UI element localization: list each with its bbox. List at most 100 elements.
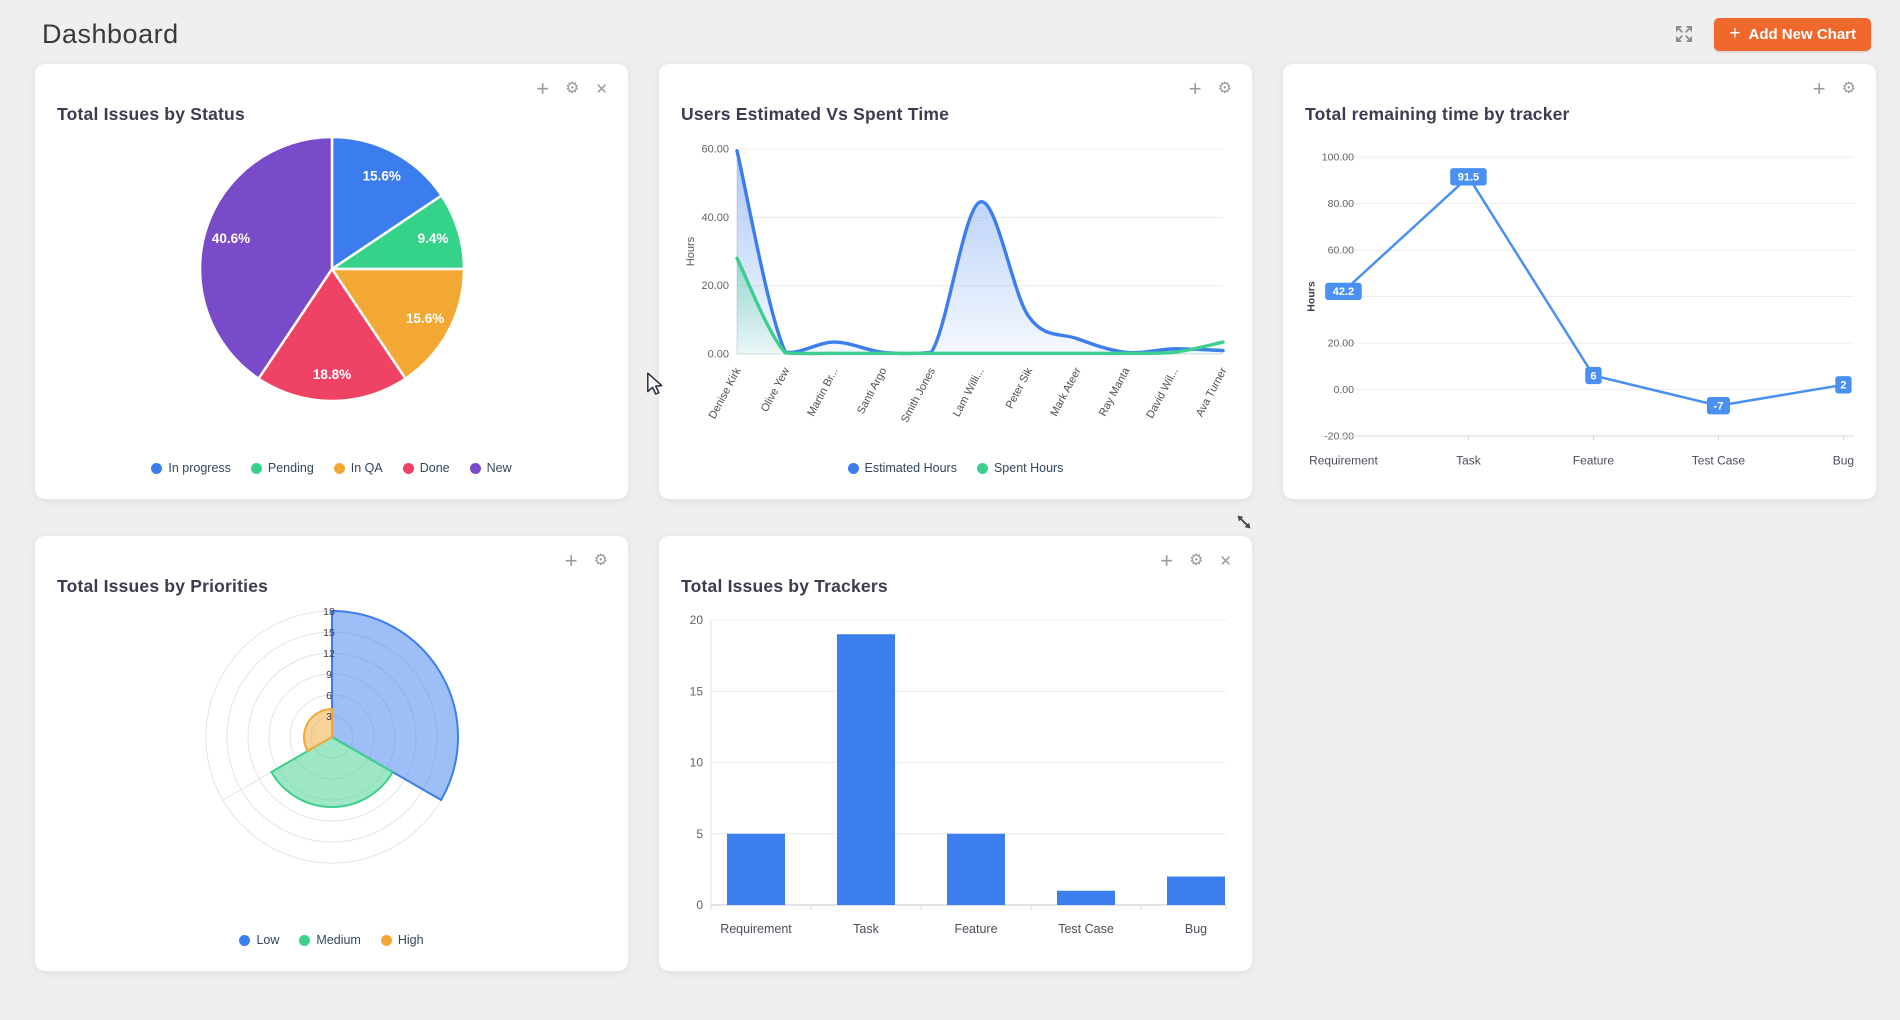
legend-item[interactable]: In progress [151,461,231,475]
legend-label: Spent Hours [993,461,1064,475]
bar[interactable] [727,833,785,905]
add-icon[interactable]: + [564,548,578,573]
r-tick-label: 3 [326,711,332,723]
legend-label: Medium [316,933,361,947]
gear-icon[interactable]: ⚙ [593,552,608,569]
x-tick-label: Feature [1573,454,1615,468]
point-label: 91.5 [1458,172,1480,184]
area-chart-estimated-vs-spent[interactable]: 0.00 20.00 40.00 60.00 Hours Denise Kirk Olive… [681,133,1230,451]
point-label: 6 [1590,370,1596,382]
add-icon[interactable]: + [536,76,550,101]
pie-slice[interactable] [327,193,466,271]
add-icon[interactable]: + [1188,76,1202,101]
y-tick-label: 0 [696,898,703,912]
add-new-chart-button[interactable]: + Add New Chart [1714,17,1871,51]
x-tick-label: Denise Kirk [707,365,744,421]
gear-icon[interactable]: ⚙ [1189,552,1204,569]
x-tick-label: Martin Br... [805,366,841,419]
legend-item[interactable]: Pending [250,461,314,475]
pie-chart-status[interactable]: 15.6% 9.4% 15.6% 18.8% 40.6% [57,133,606,405]
gear-icon[interactable]: ⚙ [1841,80,1856,97]
legend-item[interactable]: Estimated Hours [847,461,957,475]
bar[interactable] [1167,876,1225,906]
pie-slice-label: 15.6% [406,311,444,326]
x-tick-label: Olive Yew [759,366,792,414]
y-tick-label: 5 [696,827,703,841]
polar-sector[interactable] [270,735,394,808]
y-tick-label: 20.00 [1328,337,1355,349]
polar-sector[interactable] [331,609,459,802]
legend-item[interactable]: Spent Hours [976,461,1064,475]
resize-handle-icon[interactable] [1234,512,1254,532]
add-icon[interactable]: + [1812,76,1826,101]
legend-item[interactable]: Done [402,461,450,475]
bar-chart-trackers[interactable]: 0 5 10 15 20 Requirement Task Feature Test Case B… [681,605,1230,957]
x-tick-label: Mark Ateer [1048,365,1084,418]
legend-label: High [397,933,424,947]
plus-icon: + [1729,23,1741,44]
x-tick-label: Task [1456,454,1482,468]
y-tick-label: 60.00 [701,144,729,156]
point-label: 42.2 [1333,286,1355,298]
chart-legend: Low Medium High [57,933,606,957]
close-icon[interactable]: ✕ [1219,552,1232,570]
gear-icon[interactable]: ⚙ [565,80,580,97]
card-users-estimated-vs-spent: + ⚙ Users Estimated Vs Spent Time 0.00 20… [659,64,1252,499]
area-fill [737,150,1223,354]
chart-title: Users Estimated Vs Spent Time [681,104,950,124]
x-tick-label: Feature [954,922,997,936]
legend-dot-icon [299,934,311,946]
legend-dot-icon [847,462,859,474]
line-chart-remaining-time[interactable]: -20.000.0020.0040.0060.0080.00100.00Hour… [1305,133,1854,485]
r-tick-label: 12 [323,648,335,660]
y-tick-label: 15 [690,684,704,698]
legend-item[interactable]: New [469,461,512,475]
bar[interactable] [837,634,895,905]
legend-dot-icon [976,462,988,474]
point-label: 2 [1840,380,1846,392]
header: Dashboard + Add New Chart [0,0,1900,64]
y-tick-label: 10 [690,756,704,770]
y-tick-label: 40.00 [701,212,729,224]
x-tick-label: Bug [1185,922,1207,936]
pie-slice[interactable] [198,135,334,381]
y-tick-label: 20.00 [701,280,729,292]
point-label-box[interactable] [1835,376,1852,394]
legend-label: Done [419,461,450,475]
card-total-issues-by-status: + ⚙ ✕ Total Issues by Status 15.6% 9.4% 15… [35,64,628,499]
legend-item[interactable]: Low [239,933,279,947]
pie-slice[interactable] [256,266,408,403]
legend-item[interactable]: In QA [333,461,383,475]
card-total-issues-by-trackers: + ⚙ ✕ Total Issues by Trackers 0 5 10 15 20 R… [659,536,1252,971]
y-tick-label: 60.00 [1328,244,1355,256]
pie-slice[interactable] [330,135,444,272]
card-total-remaining-time-by-tracker: + ⚙ Total remaining time by tracker -20.… [1283,64,1876,499]
point-label-box[interactable] [1325,282,1362,301]
y-tick-label: 80.00 [1328,198,1355,210]
pie-slice[interactable] [329,267,466,381]
legend-label: Estimated Hours [864,461,957,475]
x-tick-label: Lam Willi... [951,366,987,419]
y-tick-label: 20 [690,613,704,627]
point-label-box[interactable] [1585,366,1602,385]
series-line[interactable] [735,256,1225,356]
polar-sector[interactable] [303,707,333,753]
gear-icon[interactable]: ⚙ [1217,80,1232,97]
chart-title: Total Issues by Priorities [57,576,269,596]
bar[interactable] [1057,890,1115,905]
card-total-issues-by-priorities: + ⚙ Total Issues by Priorities 3 6 9 12 15 18… [35,536,628,971]
point-label: -7 [1714,401,1724,413]
legend-label: Low [256,933,280,947]
bar[interactable] [947,833,1005,905]
legend-item[interactable]: Medium [299,933,361,947]
close-icon[interactable]: ✕ [595,80,608,98]
add-icon[interactable]: + [1160,548,1174,573]
point-label-box[interactable] [1706,397,1730,415]
point-label-box[interactable] [1450,168,1487,186]
legend-item[interactable]: High [380,933,424,947]
polar-chart-priorities[interactable]: 3 6 9 12 15 18 [57,605,606,891]
legend-dot-icon [333,462,345,474]
x-tick-label: Task [853,922,879,936]
legend-dot-icon [402,462,414,474]
expand-icon[interactable] [1672,22,1696,46]
